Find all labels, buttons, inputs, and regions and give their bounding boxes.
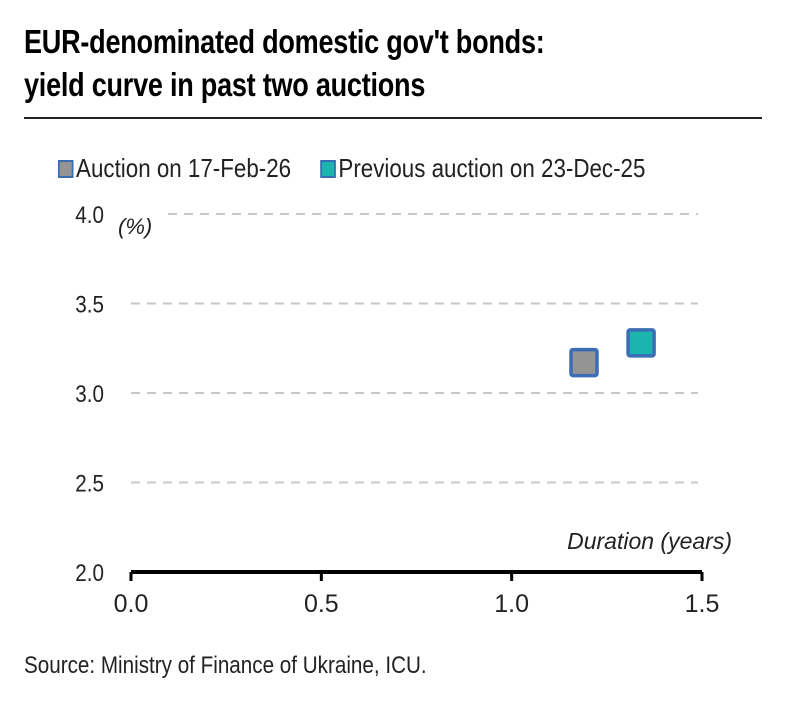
- point-dec-auction: [626, 328, 656, 358]
- y-tick-label: 2.5: [75, 470, 104, 497]
- chart-title-line-1: EUR-denominated domestic gov't bonds:: [24, 23, 545, 60]
- x-axis-label: Duration (years): [567, 528, 732, 554]
- y-tick-label: 3.5: [75, 291, 104, 318]
- y-axis-label: (%): [118, 214, 152, 239]
- legend-label-dec: Previous auction on 23-Dec-25: [338, 153, 646, 183]
- point-feb-auction: [569, 347, 599, 378]
- legend-item-dec: Previous auction on 23-Dec-25: [320, 153, 645, 184]
- y-tick-label: 3.0: [75, 381, 104, 408]
- x-tick-label: 1.5: [685, 590, 720, 618]
- legend-swatch-dec: [320, 159, 336, 178]
- chart-title-line-2: yield curve in past two auctions: [24, 66, 426, 103]
- legend-label-feb: Auction on 17-Feb-26: [76, 153, 292, 183]
- legend: Auction on 17-Feb-26 Previous auction on…: [58, 153, 675, 184]
- legend-item-feb: Auction on 17-Feb-26: [58, 153, 291, 184]
- source-note: Source: Ministry of Finance of Ukraine, …: [24, 652, 427, 679]
- title-divider: [24, 117, 762, 119]
- y-tick-label: 2.0: [75, 560, 104, 587]
- legend-swatch-feb: [58, 159, 74, 178]
- x-tick-label: 0.0: [114, 590, 149, 618]
- x-tick-label: 0.5: [304, 590, 339, 618]
- y-tick-label: 4.0: [75, 202, 104, 229]
- chart-title: EUR-denominated domestic gov't bonds: yi…: [24, 20, 545, 106]
- x-tick-label: 1.0: [494, 590, 529, 618]
